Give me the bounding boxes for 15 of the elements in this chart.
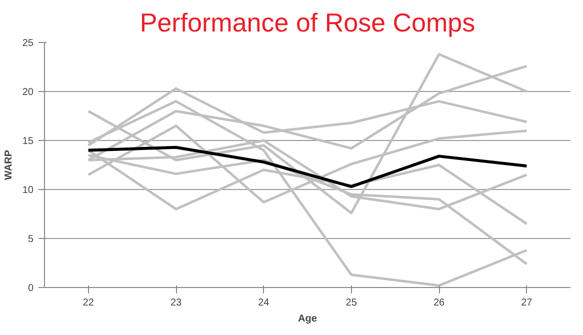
x-axis-title: Age [298,314,318,324]
y-axis-title: WARP [3,150,14,180]
chart-title: Performance of Rose Comps [140,8,476,38]
y-tick-label: 25 [22,38,34,49]
x-tick-label: 22 [82,298,94,308]
x-tick-label: 23 [170,298,182,308]
y-tick-label: 5 [28,234,34,245]
y-tick-label: 15 [22,136,34,147]
x-tick-label: 25 [346,298,358,308]
y-tick-label: 20 [22,87,34,98]
y-tick-label: 10 [22,185,34,196]
x-tick-label: 26 [433,298,445,308]
x-tick-label: 27 [521,298,533,308]
y-tick-label: 0 [28,283,34,294]
x-tick-label: 24 [258,298,270,308]
